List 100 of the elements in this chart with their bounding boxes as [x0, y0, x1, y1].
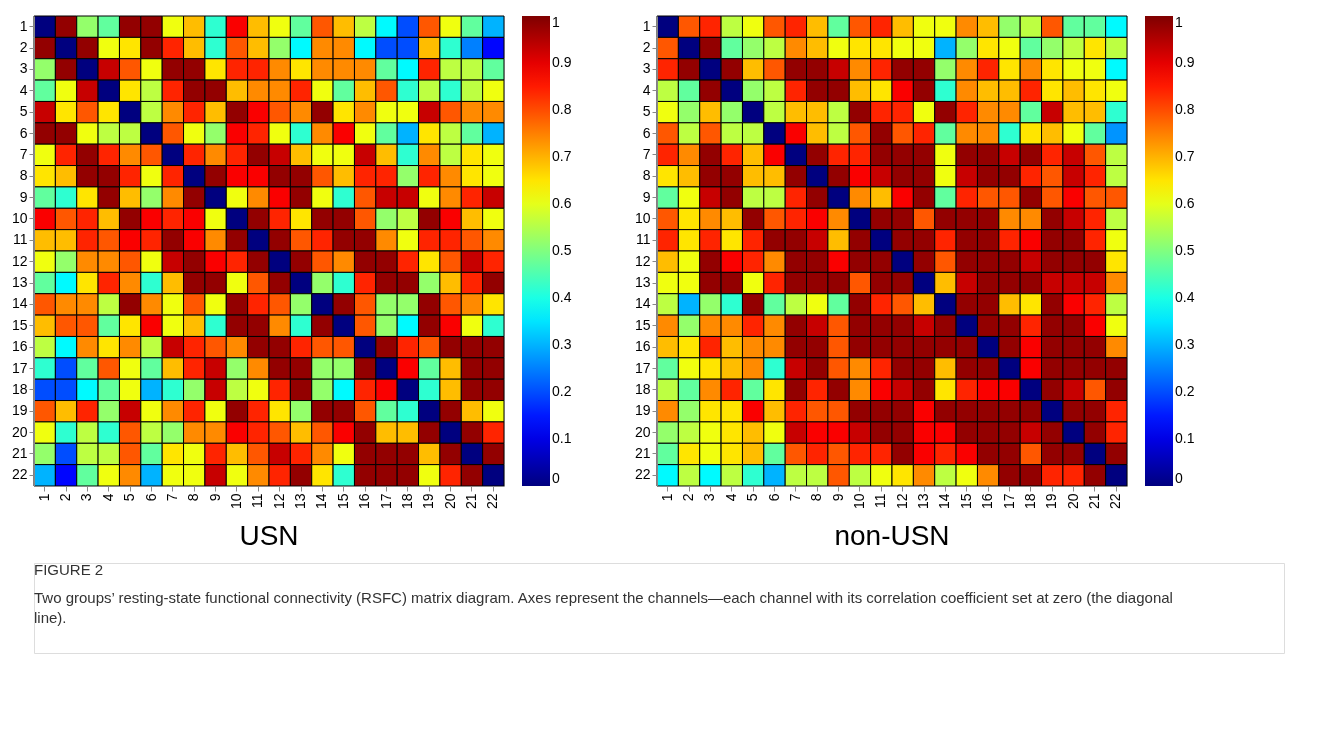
color-bar-label: 0.1 [552, 430, 572, 446]
y-tick-label: 21 [634, 444, 651, 461]
y-tick-label: 18 [11, 380, 28, 397]
y-tick-label: 11 [635, 231, 651, 248]
x-tick-label: 3 [78, 493, 95, 502]
y-tick-label: 16 [634, 338, 651, 355]
x-tick-label: 2 [680, 493, 697, 502]
y-tick-label: 8 [19, 167, 28, 184]
x-tick-label: 9 [829, 493, 846, 502]
color-bar-label: 0.6 [1175, 195, 1195, 211]
y-tick-label: 7 [642, 145, 651, 162]
x-tick-label: 3 [701, 493, 718, 502]
y-tick-label: 22 [11, 466, 28, 483]
x-tick-label: 17 [377, 493, 394, 510]
x-tick-label: 6 [142, 493, 159, 502]
x-tick-label: 11 [872, 493, 889, 509]
x-tick-label: 21 [462, 493, 479, 510]
y-tick-label: 12 [634, 252, 651, 269]
x-tick-label: 5 [121, 493, 138, 502]
x-tick-label: 4 [722, 493, 739, 502]
color-bar-label: 0.8 [552, 101, 572, 117]
y-tick-label: 5 [19, 103, 28, 120]
caption: FIGURE 2 [34, 561, 104, 578]
x-tick-label: 16 [356, 493, 373, 510]
y-tick-label: 14 [634, 295, 651, 312]
color-bar-label: 0.4 [1175, 289, 1195, 305]
y-tick-label: 9 [642, 188, 651, 205]
x-tick-label: 8 [808, 493, 825, 502]
x-tick-label: 20 [1064, 493, 1081, 510]
y-tick-label: 6 [642, 124, 651, 141]
y-tick-label: 15 [11, 316, 28, 333]
x-tick-label: 19 [1043, 493, 1060, 510]
y-tick-label: 1 [642, 17, 651, 34]
y-tick-label: 1 [19, 17, 28, 34]
y-tick-label: 15 [634, 316, 651, 333]
y-tick-label: 12 [11, 252, 28, 269]
color-bar-label: 0.4 [552, 289, 572, 305]
color-bar-label: 0.5 [552, 242, 572, 258]
y-tick-label: 2 [642, 39, 651, 56]
x-tick-label: 7 [163, 493, 180, 502]
color-bar-label: 0.7 [1175, 148, 1195, 164]
color-bar-label: 0.5 [1175, 242, 1195, 258]
y-tick-label: 18 [634, 380, 651, 397]
color-bar-label: 0.2 [1175, 383, 1195, 399]
y-tick-label: 22 [634, 466, 651, 483]
color-bar-label: 0.3 [552, 336, 572, 352]
y-tick-label: 16 [11, 338, 28, 355]
y-tick-label: 20 [634, 423, 651, 440]
x-tick-label: 11 [249, 493, 266, 509]
y-tick-label: 20 [11, 423, 28, 440]
x-tick-label: 20 [441, 493, 458, 510]
x-tick-label: 4 [99, 493, 116, 502]
x-tick-label: 12 [893, 493, 910, 510]
color-bar-label: 0 [1175, 470, 1183, 486]
y-tick-label: 2 [19, 39, 28, 56]
x-tick-label: 19 [420, 493, 437, 510]
x-tick-label: 13 [915, 493, 932, 510]
y-tick-label: 19 [11, 402, 28, 419]
x-tick-label: 22 [1107, 493, 1124, 510]
y-tick-label: 9 [19, 188, 28, 205]
color-bar-label: 0.3 [1175, 336, 1195, 352]
x-tick-label: 10 [850, 493, 867, 510]
x-tick-label: 18 [398, 493, 415, 510]
y-tick-label: 6 [19, 124, 28, 141]
y-tick-label: 17 [634, 359, 651, 376]
x-tick-label: 13 [292, 493, 309, 510]
y-tick-label: 13 [11, 274, 28, 291]
color-bar-label: 0.7 [552, 148, 572, 164]
y-tick-label: 11 [12, 231, 28, 248]
x-tick-label: 5 [744, 493, 761, 502]
x-tick-label: 15 [957, 493, 974, 510]
color-bar-label: 0.8 [1175, 101, 1195, 117]
color-bar-label: 1 [1175, 14, 1183, 30]
text: non-USN [834, 519, 950, 551]
y-tick-label: 21 [11, 444, 28, 461]
x-tick-label: 9 [206, 493, 223, 502]
x-tick-label: 16 [979, 493, 996, 510]
x-tick-label: 17 [1000, 493, 1017, 510]
y-tick-label: 10 [11, 209, 28, 226]
y-tick-label: 3 [642, 60, 651, 77]
x-tick-label: 8 [185, 493, 202, 502]
color-bar-label: 0.1 [1175, 430, 1195, 446]
x-tick-label: 1 [35, 493, 52, 502]
x-tick-label: 2 [57, 493, 74, 502]
color-bar-label: 0.6 [552, 195, 572, 211]
x-tick-label: 22 [484, 493, 501, 510]
color-bar-label: 0.2 [552, 383, 572, 399]
text: Two groups’ resting-state functional connectivity (RSFC) matrix diagram. Axes represent the channels—each channel with its correlation coefficient set at zero (the diagonal line). [34, 589, 1173, 626]
x-tick-label: 1 [658, 493, 675, 502]
x-tick-label: 12 [270, 493, 287, 510]
y-tick-label: 4 [19, 81, 28, 98]
x-tick-label: 7 [786, 493, 803, 502]
y-tick-label: 13 [634, 274, 651, 291]
x-tick-label: 14 [936, 493, 953, 510]
y-tick-label: 4 [642, 81, 651, 98]
x-tick-label: 10 [227, 493, 244, 510]
y-tick-label: 8 [642, 167, 651, 184]
color-bar-label: 0.9 [1175, 54, 1195, 70]
x-tick-label: 15 [334, 493, 351, 510]
y-tick-label: 17 [11, 359, 28, 376]
